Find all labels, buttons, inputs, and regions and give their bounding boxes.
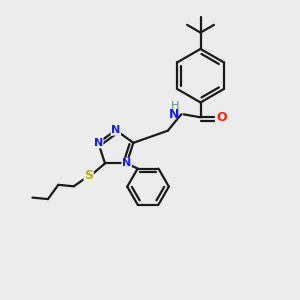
Text: H: H <box>171 101 180 111</box>
Text: N: N <box>94 138 103 148</box>
Text: S: S <box>84 169 93 182</box>
Text: N: N <box>169 108 180 121</box>
Text: N: N <box>122 158 131 168</box>
Text: N: N <box>111 125 120 135</box>
Text: O: O <box>217 111 227 124</box>
